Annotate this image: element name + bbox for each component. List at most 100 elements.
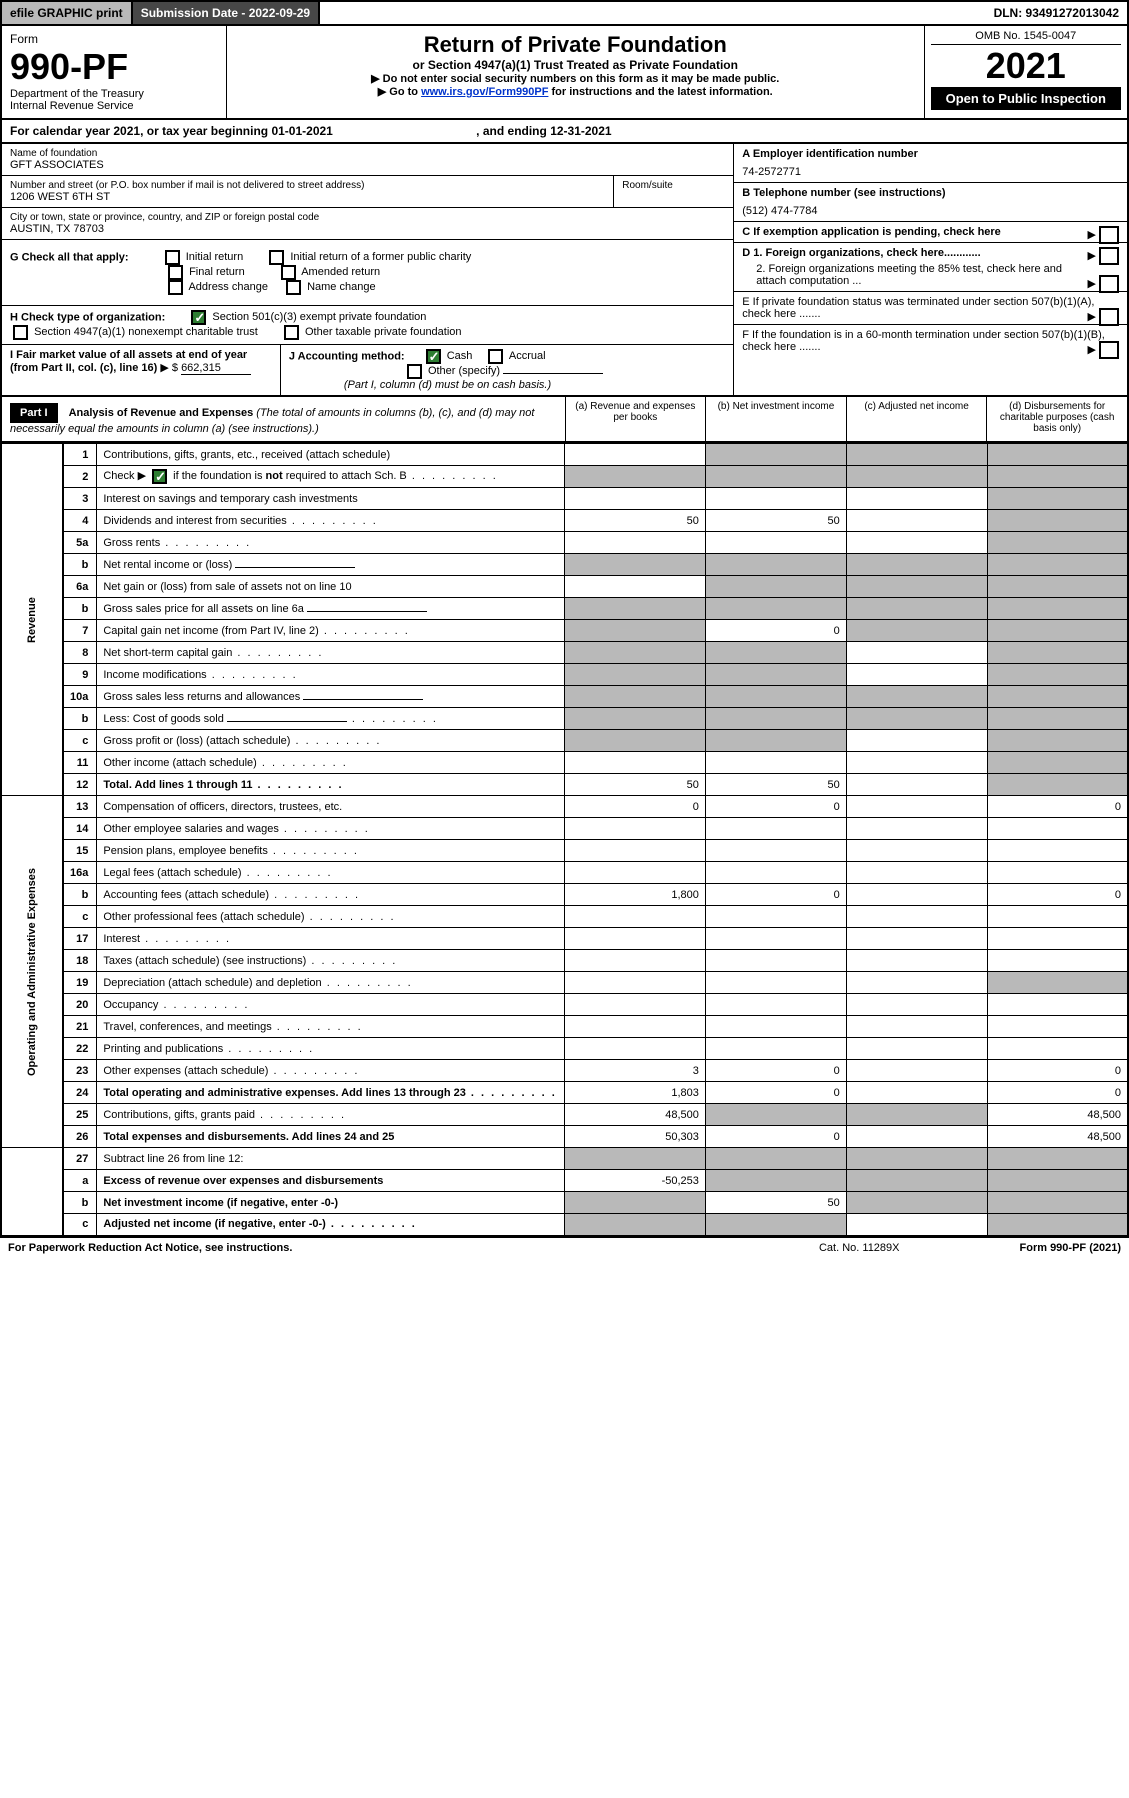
cell-value: [705, 488, 846, 510]
cell-grey: [705, 730, 846, 752]
schb-checkbox[interactable]: [152, 469, 167, 484]
cell-value: [846, 1214, 987, 1236]
e-checkbox[interactable]: [1099, 308, 1119, 326]
row-num: 21: [63, 1016, 97, 1038]
cell-grey: [565, 1148, 706, 1170]
cell-grey: [846, 576, 987, 598]
cell-value: [846, 752, 987, 774]
cell-value: [846, 1082, 987, 1104]
501c3-checkbox[interactable]: [191, 310, 206, 325]
cell-value: [705, 862, 846, 884]
other-method-checkbox[interactable]: [407, 364, 422, 379]
side-label-revenue: Revenue: [1, 444, 63, 796]
row-desc: Net short-term capital gain: [97, 642, 565, 664]
g-opt-3: Amended return: [301, 266, 380, 278]
instruction-2: ▶ Go to www.irs.gov/Form990PF for instru…: [235, 85, 916, 98]
address-change-checkbox[interactable]: [168, 280, 183, 295]
side-label-operating-and-administrative-expenses: Operating and Administrative Expenses: [1, 796, 63, 1148]
row-num: 24: [63, 1082, 97, 1104]
initial-return-checkbox[interactable]: [165, 250, 180, 265]
cell-grey: [565, 598, 706, 620]
g-check-cell: G Check all that apply: Initial return I…: [2, 240, 733, 306]
cell-grey: [846, 620, 987, 642]
cell-value: 0: [705, 1126, 846, 1148]
cash-checkbox[interactable]: [426, 349, 441, 364]
initial-former-checkbox[interactable]: [269, 250, 284, 265]
row-num: 19: [63, 972, 97, 994]
h-opt-3: Other taxable private foundation: [305, 326, 462, 338]
cell-grey: [987, 510, 1128, 532]
final-return-checkbox[interactable]: [168, 265, 183, 280]
cell-value: -50,253: [565, 1170, 706, 1192]
cell-value: 3: [565, 1060, 706, 1082]
row-desc: Pension plans, employee benefits: [97, 840, 565, 862]
cell-grey: [565, 1192, 706, 1214]
cell-grey: [705, 554, 846, 576]
cell-grey: [987, 642, 1128, 664]
cell-value: [565, 576, 706, 598]
row-desc: Contributions, gifts, grants paid: [97, 1104, 565, 1126]
accrual-checkbox[interactable]: [488, 349, 503, 364]
cell-grey: [705, 576, 846, 598]
cell-grey: [987, 620, 1128, 642]
cell-value: [565, 532, 706, 554]
other-taxable-checkbox[interactable]: [284, 325, 299, 340]
row-num: 16a: [63, 862, 97, 884]
row-desc: Gross rents: [97, 532, 565, 554]
cell-value: 48,500: [987, 1104, 1128, 1126]
submission-date: Submission Date - 2022-09-29: [133, 2, 320, 24]
d1-checkbox[interactable]: [1099, 247, 1119, 265]
cell-grey: [846, 598, 987, 620]
part1-table: Revenue1Contributions, gifts, grants, et…: [0, 443, 1129, 1237]
row-desc: Capital gain net income (from Part IV, l…: [97, 620, 565, 642]
row-desc: Gross profit or (loss) (attach schedule): [97, 730, 565, 752]
row-num: 23: [63, 1060, 97, 1082]
d2-checkbox[interactable]: [1099, 275, 1119, 293]
f-checkbox[interactable]: [1099, 341, 1119, 359]
row-desc: Gross sales price for all assets on line…: [97, 598, 565, 620]
row-num: 9: [63, 664, 97, 686]
cell-value: [846, 642, 987, 664]
cell-value: [565, 1038, 706, 1060]
cell-value: 1,800: [565, 884, 706, 906]
row-num: 14: [63, 818, 97, 840]
4947a1-checkbox[interactable]: [13, 325, 28, 340]
cell-grey: [705, 1104, 846, 1126]
cell-value: [705, 532, 846, 554]
cell-value: [846, 994, 987, 1016]
footer-left: For Paperwork Reduction Act Notice, see …: [8, 1242, 292, 1254]
page-footer: For Paperwork Reduction Act Notice, see …: [0, 1237, 1129, 1258]
amended-return-checkbox[interactable]: [281, 265, 296, 280]
cell-value: 48,500: [987, 1126, 1128, 1148]
cell-grey: [705, 1148, 846, 1170]
open-inspection: Open to Public Inspection: [931, 87, 1122, 110]
cell-value: [705, 950, 846, 972]
row-num: 6a: [63, 576, 97, 598]
cell-grey: [705, 466, 846, 488]
row-num: 2: [63, 466, 97, 488]
cell-grey: [565, 620, 706, 642]
irs-link[interactable]: www.irs.gov/Form990PF: [421, 86, 548, 98]
cell-grey: [846, 1104, 987, 1126]
header-left: Form 990-PF Department of the Treasury I…: [2, 26, 227, 118]
row-desc: Gross sales less returns and allowances: [97, 686, 565, 708]
name-change-checkbox[interactable]: [286, 280, 301, 295]
c-label: C If exemption application is pending, c…: [742, 226, 1001, 238]
phone-value: (512) 474-7784: [742, 199, 1119, 217]
e-cell: E If private foundation status was termi…: [734, 292, 1127, 325]
row-num: 13: [63, 796, 97, 818]
row-num: b: [63, 708, 97, 730]
cell-value: [705, 906, 846, 928]
row-num: 3: [63, 488, 97, 510]
part1-header-row: Part I Analysis of Revenue and Expenses …: [0, 397, 1129, 443]
footer-right: Form 990-PF (2021): [1020, 1242, 1122, 1254]
row-desc: Contributions, gifts, grants, etc., rece…: [97, 444, 565, 466]
c-checkbox[interactable]: [1099, 226, 1119, 244]
cell-value: [565, 488, 706, 510]
cell-grey: [565, 664, 706, 686]
cell-value: [705, 994, 846, 1016]
cell-value: 50: [705, 774, 846, 796]
row-desc: Compensation of officers, directors, tru…: [97, 796, 565, 818]
j-label: J Accounting method:: [289, 350, 405, 362]
row-num: 8: [63, 642, 97, 664]
